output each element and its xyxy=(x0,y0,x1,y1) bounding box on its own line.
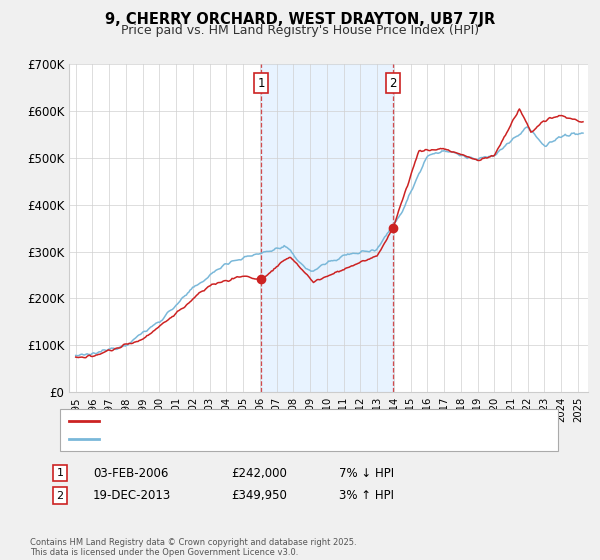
Text: £349,950: £349,950 xyxy=(231,489,287,502)
Text: Price paid vs. HM Land Registry's House Price Index (HPI): Price paid vs. HM Land Registry's House … xyxy=(121,24,479,36)
Text: 1: 1 xyxy=(56,468,64,478)
Text: 2: 2 xyxy=(56,491,64,501)
Text: HPI: Average price, semi-detached house, Hillingdon: HPI: Average price, semi-detached house,… xyxy=(105,434,392,444)
Text: 9, CHERRY ORCHARD, WEST DRAYTON, UB7 7JR: 9, CHERRY ORCHARD, WEST DRAYTON, UB7 7JR xyxy=(105,12,495,27)
Text: 7% ↓ HPI: 7% ↓ HPI xyxy=(339,466,394,480)
Text: 3% ↑ HPI: 3% ↑ HPI xyxy=(339,489,394,502)
Text: 03-FEB-2006: 03-FEB-2006 xyxy=(93,466,169,480)
Text: Contains HM Land Registry data © Crown copyright and database right 2025.
This d: Contains HM Land Registry data © Crown c… xyxy=(30,538,356,557)
Text: 9, CHERRY ORCHARD, WEST DRAYTON, UB7 7JR (semi-detached house): 9, CHERRY ORCHARD, WEST DRAYTON, UB7 7JR… xyxy=(105,416,495,426)
Text: 2: 2 xyxy=(389,77,397,90)
Bar xyxy=(262,64,393,392)
Text: £242,000: £242,000 xyxy=(231,466,287,480)
Text: 19-DEC-2013: 19-DEC-2013 xyxy=(93,489,171,502)
Text: 1: 1 xyxy=(257,77,265,90)
